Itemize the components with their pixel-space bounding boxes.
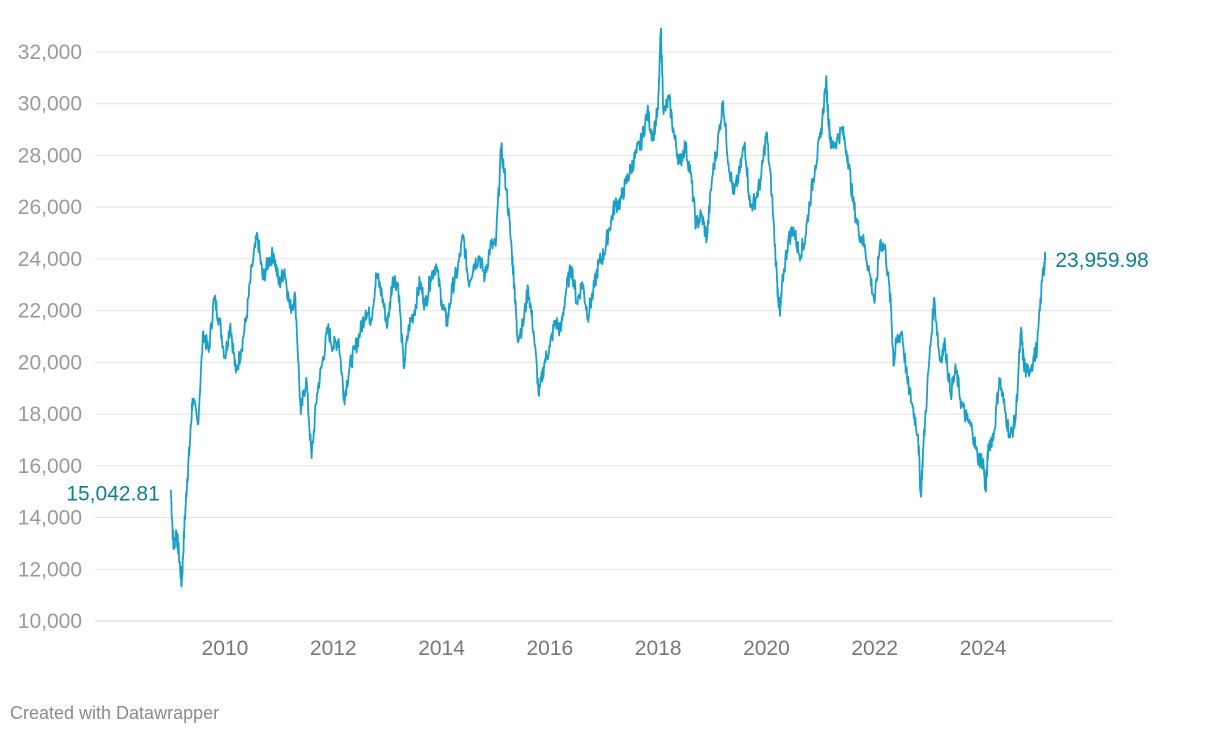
- y-tick-label: 24,000: [18, 248, 82, 271]
- y-tick-label: 16,000: [18, 455, 82, 478]
- y-tick-label: 28,000: [18, 144, 82, 167]
- y-tick-label: 18,000: [18, 403, 82, 426]
- x-axis-ticks: 2010 2012 2014 2016 2018 2020 2022 2024: [202, 637, 1007, 660]
- end-labels: 15,042.81 23,959.98: [66, 249, 1148, 506]
- x-tick-label: 2018: [635, 637, 682, 660]
- series-layer: [169, 27, 1047, 588]
- start-value-label: 15,042.81: [66, 483, 159, 506]
- x-tick-label: 2016: [526, 637, 573, 660]
- y-tick-label: 14,000: [18, 507, 82, 530]
- series-line: [169, 27, 1047, 588]
- y-tick-label: 30,000: [18, 93, 82, 116]
- credit-text[interactable]: Created with Datawrapper: [10, 703, 220, 723]
- y-tick-label: 26,000: [18, 196, 82, 219]
- x-tick-label: 2022: [851, 637, 898, 660]
- gridlines: [95, 51, 1113, 622]
- x-tick-label: 2024: [960, 637, 1007, 660]
- y-tick-label: 12,000: [18, 558, 82, 581]
- x-tick-label: 2012: [310, 637, 357, 660]
- y-axis-ticks: 10,000 12,000 14,000 16,000 18,000 20,000 22,0…: [18, 41, 82, 633]
- x-tick-label: 2020: [743, 637, 790, 660]
- y-tick-label: 20,000: [18, 351, 82, 374]
- x-tick-label: 2010: [202, 637, 249, 660]
- x-tick-label: 2014: [418, 637, 465, 660]
- y-tick-label: 10,000: [18, 610, 82, 633]
- y-tick-label: 32,000: [18, 41, 82, 64]
- end-value-label: 23,959.98: [1055, 249, 1148, 272]
- y-tick-label: 22,000: [18, 300, 82, 323]
